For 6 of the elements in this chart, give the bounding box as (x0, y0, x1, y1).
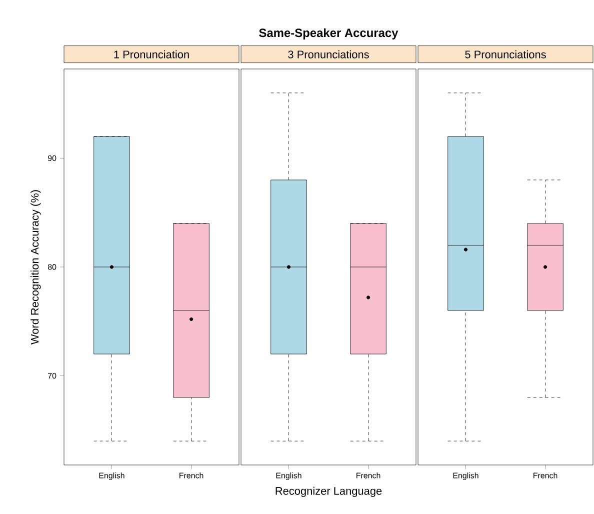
chart-title: 5 Pronunciations (465, 50, 546, 58)
chart-title: 1 Pronunciation (114, 50, 189, 58)
text: Same-Speaker Accuracy (259, 28, 398, 40)
x-axis-title: Recognizer Language (276, 486, 382, 497)
y-axis-title: Word Recognition Accuracy (%) (30, 190, 41, 344)
chart-title: 3 Pronunciations (288, 50, 369, 58)
